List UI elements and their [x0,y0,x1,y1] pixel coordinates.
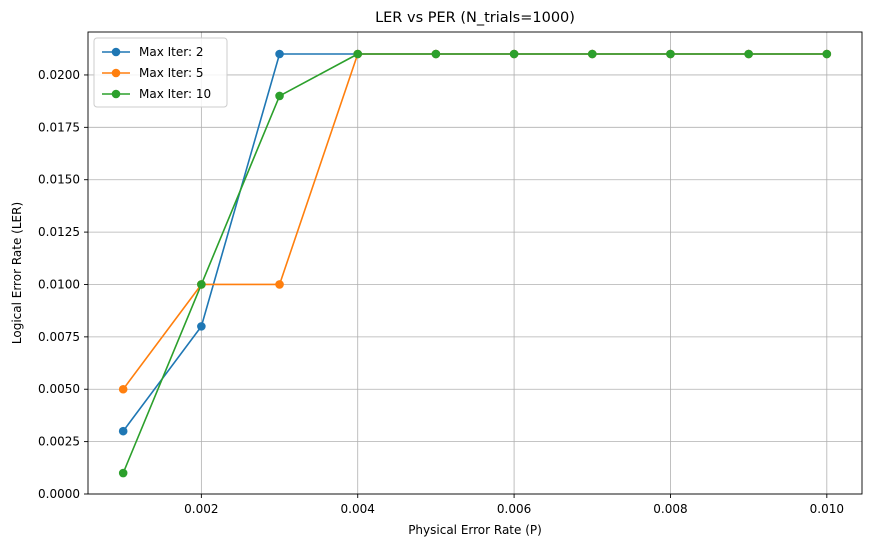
legend-label-1: Max Iter: 2 [139,45,203,59]
series-1-point [118,426,128,436]
y-axis-label: Logical Error Rate (LER) [10,202,24,344]
axes-frame [87,31,863,495]
series-3-point [509,49,519,59]
x-tick-label: 0.004 [341,502,375,516]
series-1-point [197,322,206,331]
series-3-point [197,280,206,289]
y-tick-label: 0.0050 [38,382,80,396]
series-3-point [744,49,753,59]
y-tick-label: 0.0175 [38,120,80,134]
series-line-3 [122,53,827,474]
x-tick-label: 0.006 [497,502,531,516]
y-tick-label: 0.0000 [38,487,80,501]
legend-box [93,37,228,108]
legend-label-2: Max Iter: 5 [139,66,203,80]
series-3-point [587,49,597,59]
legend-marker-1 [111,47,121,57]
series-3-point [431,49,441,59]
series-3-point [822,49,832,59]
series-2-point [118,384,128,394]
legend-marker-3 [111,89,121,99]
series-3-point [353,49,363,59]
series-3-point [666,49,675,59]
series-2-point [275,280,284,289]
y-tick-label: 0.0025 [38,435,80,449]
y-tick-label: 0.0100 [38,277,80,291]
y-tick-label: 0.0125 [38,225,80,239]
x-tick-label: 0.002 [184,502,218,516]
series-1-point [275,49,284,59]
x-tick-label: 0.010 [810,502,844,516]
legend-marker-2 [111,68,121,78]
series-3-point [275,91,284,101]
y-tick-label: 0.0200 [38,68,80,82]
x-tick-label: 0.008 [653,502,687,516]
x-axis-label: Physical Error Rate (P) [408,523,542,537]
series-3-point [118,468,128,478]
chart-title: LER vs PER (N_trials=1000) [375,10,575,26]
plot-area: 0.002 0.004 0.006 0.008 0.010 0.0000 0.0025 0.0… [38,31,863,516]
y-tick-label: 0.0075 [38,330,80,344]
y-tick-label: 0.0150 [38,173,80,187]
legend: Max Iter: 2 Max Iter: 5 Max Iter: 10 [93,37,228,108]
legend-label-3: Max Iter: 10 [139,87,211,101]
